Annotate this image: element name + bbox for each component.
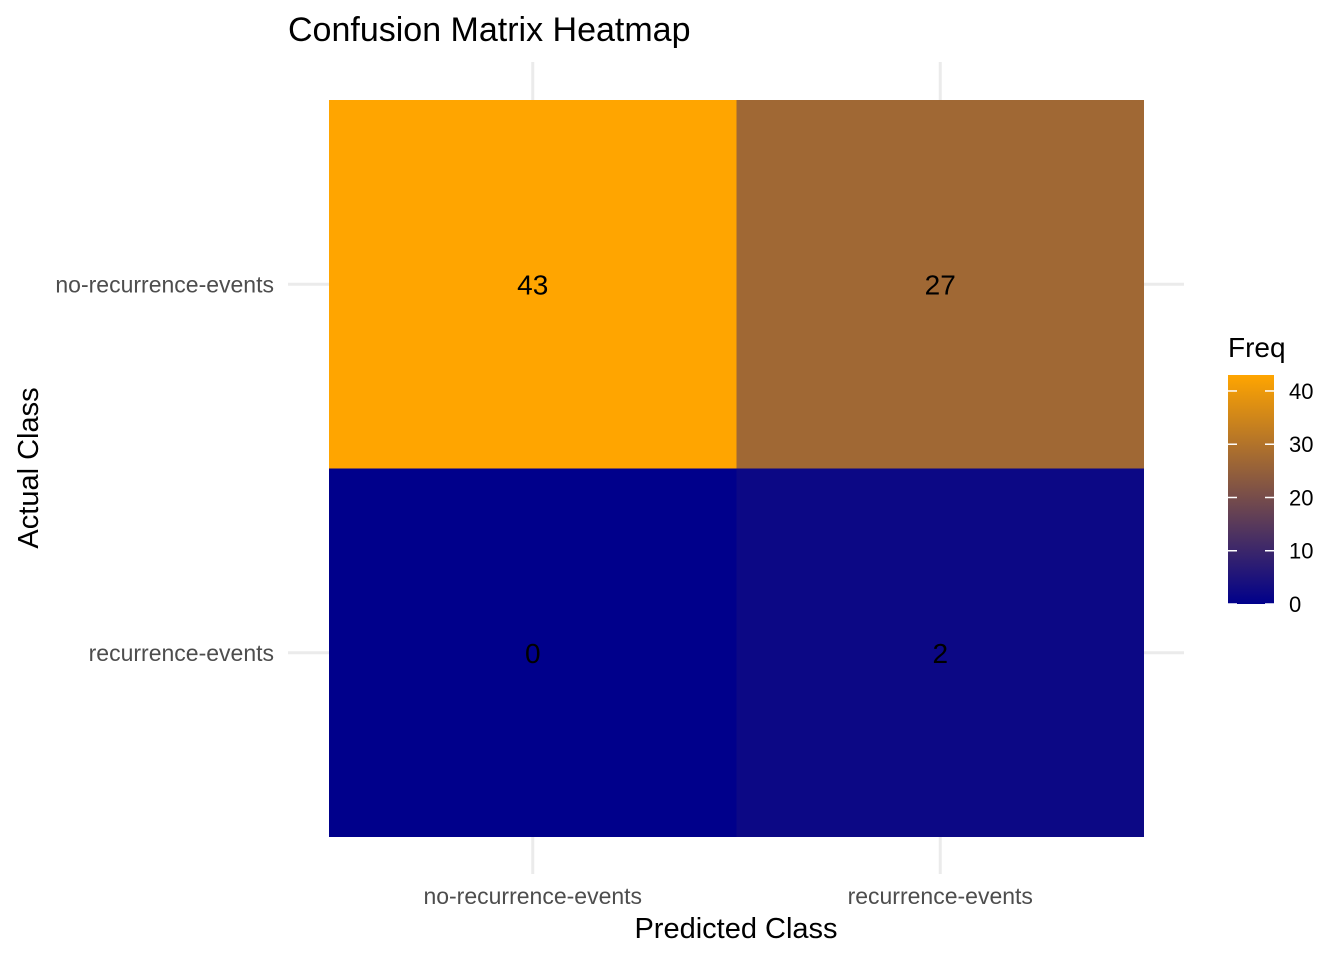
legend-color-bar <box>1228 375 1274 604</box>
color-legend: Freq 0 10 20 30 40 <box>1228 332 1313 617</box>
legend-ticks: 0 10 20 30 40 <box>1228 379 1313 617</box>
cell-value-label: 27 <box>925 269 956 300</box>
heatmap-cell <box>329 468 737 837</box>
y-tick-label: recurrence-events <box>89 640 274 666</box>
legend-tick-label: 20 <box>1289 485 1313 510</box>
x-axis-tick-labels: no-recurrence-events recurrence-events <box>423 883 1032 909</box>
cell-value-label: 43 <box>517 269 548 300</box>
heatmap-cell <box>329 100 737 469</box>
chart-title: Confusion Matrix Heatmap <box>288 11 691 49</box>
cell-value-labels: 43 27 0 2 <box>517 269 956 669</box>
x-tick-label: recurrence-events <box>848 883 1033 909</box>
legend-tick-label: 0 <box>1289 592 1301 617</box>
x-axis-title: Predicted Class <box>634 913 837 945</box>
legend-title: Freq <box>1228 332 1286 363</box>
legend-tick-label: 10 <box>1289 539 1313 564</box>
legend-tick-label: 30 <box>1289 432 1313 457</box>
x-tick-label: no-recurrence-events <box>423 883 642 909</box>
cell-value-label: 0 <box>525 638 541 669</box>
y-axis-tick-labels: no-recurrence-events recurrence-events <box>55 271 274 666</box>
heatmap-cells <box>329 100 1144 837</box>
legend-tick-label: 40 <box>1289 379 1313 404</box>
cell-value-label: 2 <box>932 638 948 669</box>
heatmap-cell <box>736 100 1144 469</box>
heatmap-cell <box>736 468 1144 837</box>
y-tick-label: no-recurrence-events <box>55 271 274 297</box>
y-axis-title: Actual Class <box>13 387 45 548</box>
